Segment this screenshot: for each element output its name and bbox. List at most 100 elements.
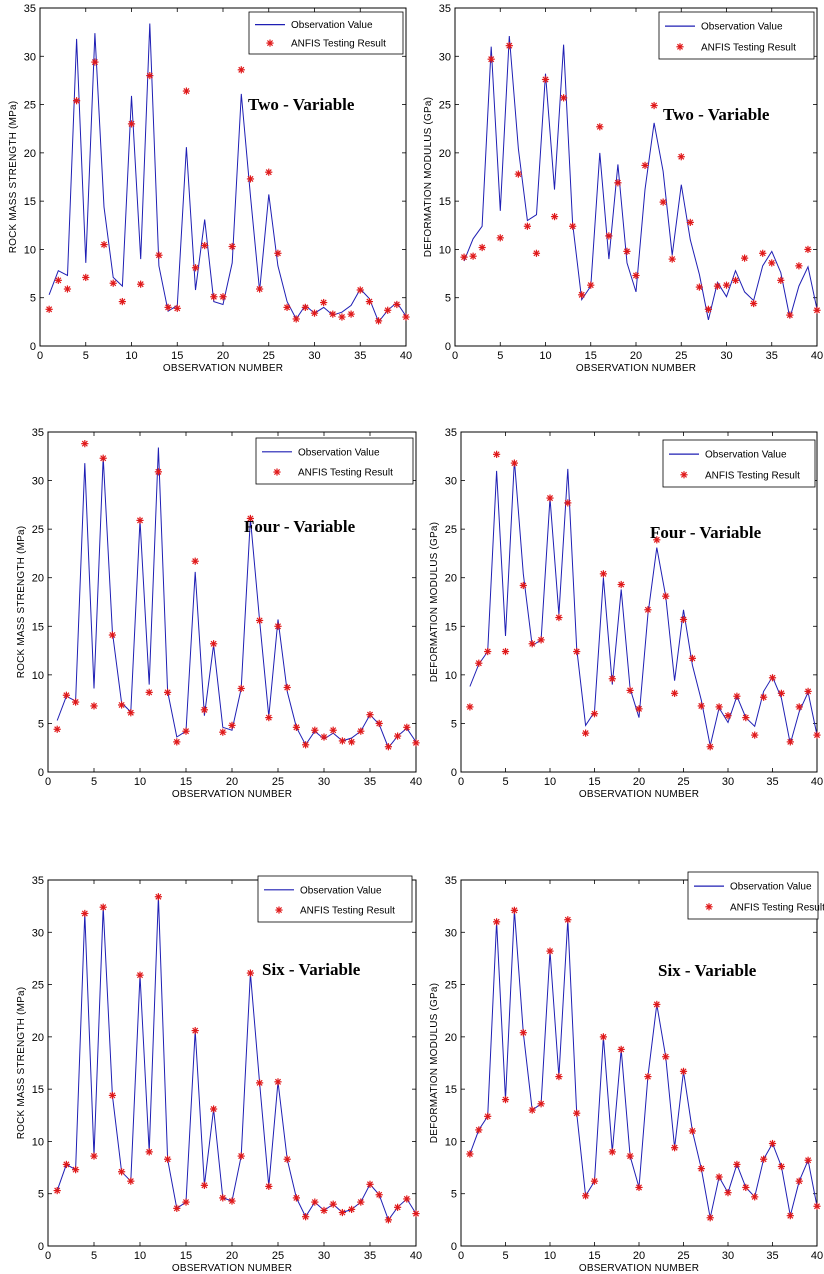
y-tick-label: 0 <box>451 1241 457 1253</box>
y-tick-label: 0 <box>30 341 36 353</box>
x-tick-label: 20 <box>217 350 229 362</box>
x-tick-label: 15 <box>180 1250 192 1262</box>
anfis-marker <box>54 276 62 284</box>
anfis-marker <box>475 659 483 667</box>
y-tick-label: 5 <box>38 718 44 730</box>
anfis-marker <box>228 242 236 251</box>
x-tick-label: 10 <box>544 1250 556 1262</box>
legend-label-anfis: ANFIS Testing Result <box>705 470 800 481</box>
x-tick-label: 30 <box>722 776 734 788</box>
anfis-marker <box>541 75 550 84</box>
anfis-marker <box>519 1029 527 1037</box>
legend-label-anfis: ANFIS Testing Result <box>298 468 393 479</box>
anfis-marker <box>677 153 685 161</box>
anfis-marker <box>466 1150 474 1158</box>
anfis-marker <box>679 615 688 624</box>
y-tick-label: 0 <box>445 341 451 353</box>
y-tick-label: 20 <box>32 1032 44 1044</box>
anfis-marker <box>320 298 328 307</box>
plot-frame <box>47 879 417 1247</box>
x-tick-label: 10 <box>134 776 146 788</box>
anfis-marker <box>375 719 383 728</box>
x-tick-label: 30 <box>318 1250 330 1262</box>
anfis-marker <box>90 1152 98 1160</box>
anfis-marker <box>713 282 722 290</box>
x-tick-label: 0 <box>458 1250 464 1262</box>
legend-marker-swatch <box>273 468 281 476</box>
anfis-marker <box>137 280 145 288</box>
anfis-marker <box>173 304 181 312</box>
y-tick-label: 10 <box>32 1136 44 1148</box>
anfis-marker <box>274 622 282 630</box>
x-tick-label: 35 <box>364 776 376 788</box>
y-tick-label: 35 <box>24 3 36 15</box>
x-tick-label: 40 <box>811 1250 823 1262</box>
anfis-marker <box>73 97 81 105</box>
legend-marker-swatch <box>705 903 713 911</box>
anfis-marker <box>155 251 163 259</box>
x-tick-label: 30 <box>308 350 320 362</box>
anfis-marker <box>154 893 162 901</box>
anfis-marker <box>109 279 117 287</box>
legend: Observation Value ANFIS Testing Result <box>658 11 815 60</box>
anfis-marker <box>164 1155 172 1163</box>
anfis-marker <box>366 1180 374 1188</box>
plot-frame <box>460 879 818 1247</box>
anfis-marker <box>338 737 346 745</box>
legend-box <box>687 871 819 920</box>
anfis-marker <box>45 305 53 313</box>
observation-series-line <box>469 910 818 1218</box>
anfis-marker <box>742 1183 750 1192</box>
anfis-marker <box>302 1213 310 1221</box>
anfis-marker <box>795 262 803 270</box>
anfis-marker <box>478 243 486 252</box>
legend-label-observation: Observation Value <box>701 22 783 33</box>
legend: Observation Value ANFIS Testing Result <box>257 875 413 923</box>
anfis-marker <box>403 1195 411 1203</box>
y-tick-label: 25 <box>32 980 44 992</box>
anfis-marker <box>219 1194 227 1202</box>
y-tick-label: 15 <box>32 1084 44 1096</box>
x-tick-label: 15 <box>171 350 183 362</box>
y-tick-label: 25 <box>439 100 451 112</box>
anfis-marker <box>546 947 554 955</box>
anfis-marker <box>311 1198 319 1206</box>
y-tick-label: 5 <box>451 1189 457 1201</box>
observation-series-line <box>56 896 417 1221</box>
anfis-marker <box>246 969 254 977</box>
anfis-marker <box>555 613 563 622</box>
legend: Observation Value ANFIS Testing Result <box>687 871 824 920</box>
legend-box <box>255 437 414 485</box>
y-tick-label: 30 <box>32 927 44 939</box>
anfis-marker <box>338 313 346 321</box>
anfis-marker <box>99 903 107 911</box>
anfis-marker <box>136 971 144 979</box>
x-tick-label: 40 <box>811 776 823 788</box>
legend-label-observation: Observation Value <box>730 882 812 893</box>
y-tick-label: 30 <box>445 927 457 939</box>
anfis-marker <box>679 1067 688 1075</box>
anfis-marker <box>537 636 545 644</box>
anfis-marker <box>644 606 652 614</box>
chart-panel-rock-six: 0 5 10 15 20 25 30 35 40 0 5 10 15 20 25 30 35 OBSERVATIO… <box>16 875 422 1274</box>
anfis-marker <box>412 1209 420 1218</box>
anfis-marker <box>72 1166 80 1174</box>
observation-series-line <box>463 35 818 321</box>
anfis-marker <box>292 723 300 731</box>
x-tick-label: 15 <box>585 350 597 362</box>
anfis-marker <box>487 55 495 63</box>
anfis-marker <box>283 303 291 311</box>
x-tick-label: 35 <box>364 1250 376 1262</box>
y-tick-label: 0 <box>38 767 44 779</box>
x-tick-label: 0 <box>452 350 458 362</box>
anfis-marker <box>505 42 513 50</box>
anfis-marker <box>760 1155 768 1163</box>
anfis-marker <box>715 1173 723 1181</box>
anfis-marker <box>578 291 586 299</box>
anfis-marker <box>662 592 670 600</box>
legend: Observation Value ANFIS Testing Result <box>255 437 414 485</box>
anfis-marker <box>768 259 776 267</box>
anfis-marker <box>394 1203 402 1211</box>
anfis-marker <box>237 66 245 74</box>
